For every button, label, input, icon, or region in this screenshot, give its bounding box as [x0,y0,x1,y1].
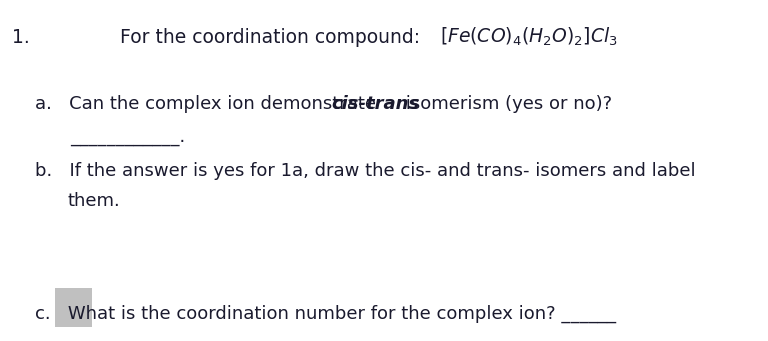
Text: For the coordination compound:: For the coordination compound: [120,28,432,47]
Text: c.   What is the coordination number for the complex ion? ______: c. What is the coordination number for t… [35,305,616,323]
Text: a.   Can the complex ion demonstrate: a. Can the complex ion demonstrate [35,95,382,113]
Text: isomerism (yes or no)?: isomerism (yes or no)? [400,95,612,113]
Bar [55,288,92,327]
Text: b.   If the answer is yes for 1a, draw the cis- and trans- isomers and label: b. If the answer is yes for 1a, draw the… [35,162,696,180]
Text: $\left[Fe(CO)_4(H_2O)_2\right]Cl_3$: $\left[Fe(CO)_4(H_2O)_2\right]Cl_3$ [440,26,617,48]
Text: 1.: 1. [12,28,30,47]
Text: ____________.: ____________. [70,128,185,146]
Text: them.: them. [68,192,121,210]
Text: cis-trans: cis-trans [331,95,419,113]
